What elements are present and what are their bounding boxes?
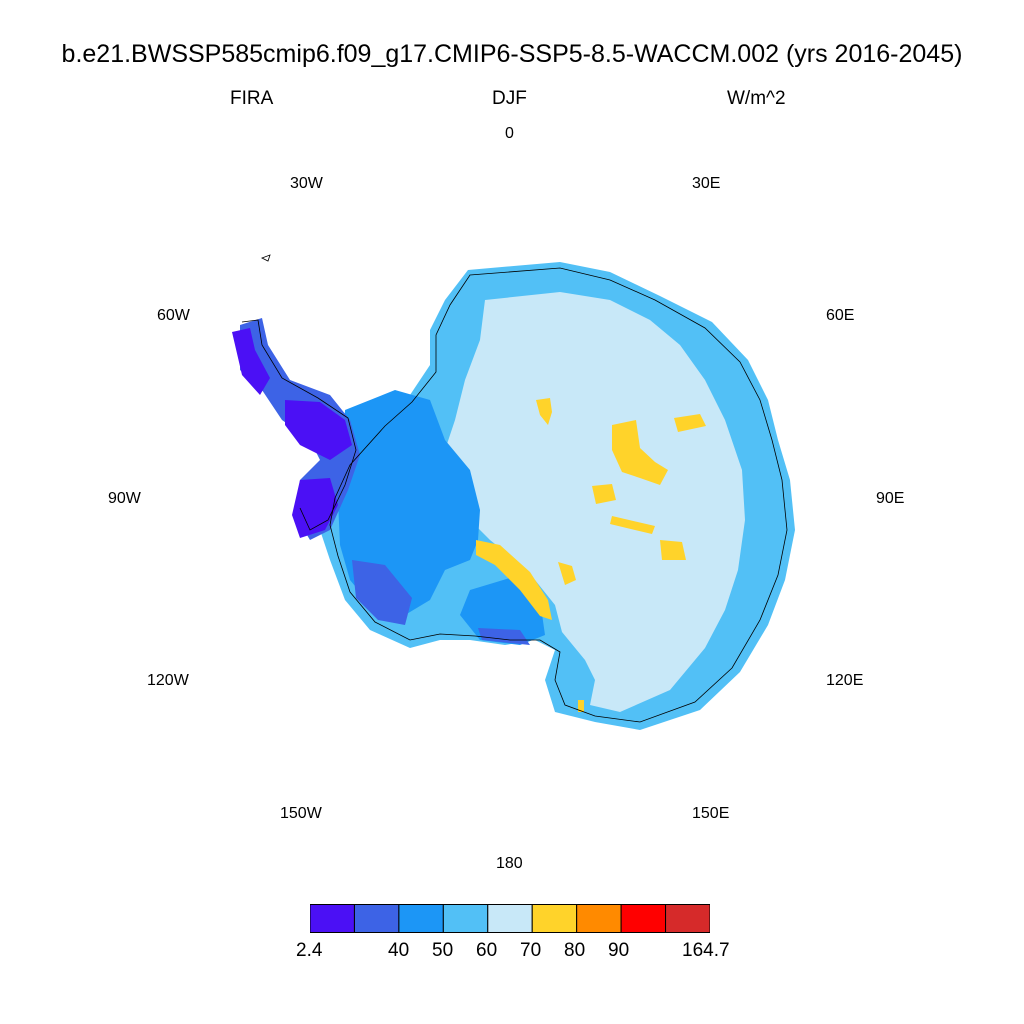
colorbar-swatch-0 [310, 904, 355, 933]
lon-label-150w: 150W [280, 805, 322, 822]
lon-label-60w: 60W [157, 307, 190, 324]
patch-6 [660, 540, 686, 560]
colorbar-label-90: 90 [608, 940, 630, 961]
patch-1 [536, 398, 552, 425]
patch-4 [592, 484, 616, 504]
colorbar-swatch-8 [665, 904, 710, 933]
colorbar-label-40: 40 [388, 940, 410, 961]
patch-5 [610, 516, 655, 534]
region-ellsworth [292, 478, 338, 538]
colorbar-swatch-7 [620, 904, 667, 933]
island-outline [261, 254, 271, 262]
patch-9 [578, 700, 584, 712]
colorbar-swatch-3 [442, 904, 489, 933]
lon-label-120w: 120W [147, 672, 189, 689]
lon-label-90w: 90W [108, 490, 141, 507]
high-value-patches [476, 398, 706, 712]
peninsula-coastline [241, 319, 357, 531]
colorbar-label-60: 60 [476, 940, 498, 961]
patch-2 [612, 420, 668, 485]
colorbar-label-min: 2.4 [296, 940, 323, 961]
lon-label-180: 180 [496, 855, 523, 872]
lon-label-90e: 90E [876, 490, 905, 507]
colorbar-swatch-6 [576, 904, 622, 933]
colorbar-swatch-5 [531, 904, 578, 933]
lon-label-0: 0 [505, 125, 514, 142]
colorbar-swatch-2 [398, 904, 444, 933]
plot-title: b.e21.BWSSP585cmip6.f09_g17.CMIP6-SSP5-8… [61, 40, 963, 68]
colorbar-swatch-4 [487, 904, 533, 933]
region-ross-edge [478, 628, 530, 645]
lon-label-60e: 60E [826, 307, 855, 324]
patch-7 [476, 540, 552, 620]
colorbar-label-max: 164.7 [682, 940, 730, 961]
coastline [329, 267, 788, 723]
colorbar-label-80: 80 [564, 940, 586, 961]
patch-3 [674, 414, 706, 432]
region-plateau-interior [445, 292, 745, 712]
lon-label-150e: 150E [692, 805, 730, 822]
colorbar [310, 904, 710, 933]
colorbar-swatch-1 [353, 904, 400, 933]
season-label: DJF [492, 88, 527, 109]
patch-8 [558, 562, 576, 585]
region-peninsula-tip [232, 328, 270, 395]
region-west-antarctica [338, 390, 480, 615]
lon-label-30e: 30E [692, 175, 721, 192]
lon-label-30w: 30W [290, 175, 323, 192]
units-label: W/m^2 [727, 88, 786, 109]
colorbar-label-70: 70 [520, 940, 542, 961]
region-peninsula-base [285, 400, 352, 460]
region-marie-byrd-edge [352, 560, 412, 625]
lon-label-120e: 120E [826, 672, 864, 689]
colorbar-label-50: 50 [432, 940, 454, 961]
variable-label: FIRA [230, 88, 274, 109]
